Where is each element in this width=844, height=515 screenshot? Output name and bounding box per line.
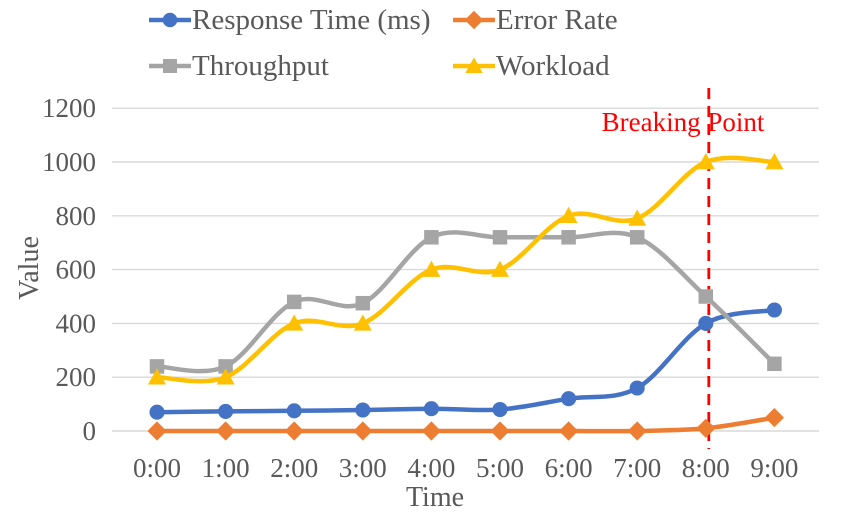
data-point-throughput xyxy=(149,359,165,374)
data-point-workload xyxy=(491,260,509,277)
data-point-error-rate xyxy=(490,421,510,441)
y-tick-label-600: 600 xyxy=(56,255,97,285)
data-point-error-rate xyxy=(216,421,236,441)
x-tick-label-4-00: 4:00 xyxy=(407,453,455,483)
y-tick-label-0: 0 xyxy=(83,416,97,446)
x-tick-label-8-00: 8:00 xyxy=(682,453,730,483)
data-point-response-time-ms xyxy=(492,401,508,418)
line-circle-marker-icon xyxy=(149,12,191,28)
data-point-response-time-ms xyxy=(355,402,371,418)
chart-legend: Response Time (ms) Error Rate Throughput… xyxy=(148,1,618,85)
data-point-throughput xyxy=(767,356,782,372)
data-point-workload xyxy=(148,368,166,385)
legend-item-error-rate[interactable]: Error Rate xyxy=(452,1,618,39)
data-point-throughput xyxy=(561,230,576,245)
y-tick-label-400: 400 xyxy=(56,308,97,338)
x-tick-label-0-00: 0:00 xyxy=(133,453,181,483)
data-point-error-rate xyxy=(764,408,784,428)
data-point-response-time-ms xyxy=(218,403,234,419)
y-axis-title: Value xyxy=(14,236,45,300)
data-point-workload xyxy=(696,153,715,170)
data-point-throughput xyxy=(286,294,302,310)
data-point-response-time-ms xyxy=(149,404,165,420)
diamond-legend-marker xyxy=(464,10,484,30)
circle-legend-marker xyxy=(162,12,178,28)
data-point-error-rate xyxy=(353,421,373,441)
x-tick-label-1-00: 1:00 xyxy=(202,453,250,483)
data-point-workload xyxy=(765,153,784,170)
data-point-workload xyxy=(285,314,304,331)
x-tick-label-2-00: 2:00 xyxy=(270,453,318,483)
data-point-throughput xyxy=(629,230,645,245)
x-tick-label-6-00: 6:00 xyxy=(545,453,593,483)
series-line-error-rate xyxy=(154,415,777,434)
data-point-workload xyxy=(628,209,647,226)
data-point-throughput xyxy=(492,230,508,245)
data-point-response-time-ms xyxy=(423,401,439,417)
x-tick-label-5-00: 5:00 xyxy=(476,453,524,483)
data-point-error-rate xyxy=(559,421,579,441)
data-point-throughput xyxy=(698,289,714,304)
data-point-response-time-ms xyxy=(286,403,302,419)
legend-item-throughput[interactable]: Throughput xyxy=(148,47,452,85)
legend-label-workload: Workload xyxy=(496,49,610,82)
series-line-response-time-ms xyxy=(154,307,777,415)
x-tick-label-9-00: 9:00 xyxy=(750,453,798,483)
data-point-error-rate xyxy=(627,421,647,441)
data-point-error-rate xyxy=(284,421,304,441)
data-point-error-rate xyxy=(421,421,441,441)
data-point-response-time-ms xyxy=(629,380,645,396)
legend-label-error-rate: Error Rate xyxy=(496,3,618,36)
y-tick-label-1200: 1200 xyxy=(42,93,96,123)
series-line-throughput xyxy=(154,230,777,374)
data-point-error-rate xyxy=(147,421,167,441)
data-point-workload xyxy=(422,260,441,277)
y-tick-label-1000: 1000 xyxy=(42,147,96,177)
data-point-workload xyxy=(559,206,578,224)
y-tick-label-800: 800 xyxy=(56,201,97,231)
legend-label-throughput: Throughput xyxy=(192,49,329,82)
legend-label-response-time: Response Time (ms) xyxy=(192,3,431,36)
data-point-response-time-ms xyxy=(698,315,714,331)
line-diamond-marker-icon xyxy=(453,10,495,30)
data-point-workload xyxy=(216,368,235,385)
legend-item-workload[interactable]: Workload xyxy=(452,47,618,85)
data-point-workload xyxy=(353,314,372,331)
x-tick-label-7-00: 7:00 xyxy=(613,453,661,483)
data-point-response-time-ms xyxy=(766,302,782,318)
x-tick-label-3-00: 3:00 xyxy=(339,453,387,483)
line-triangle-marker-icon xyxy=(453,57,495,73)
line-square-marker-icon xyxy=(149,59,191,73)
data-point-throughput xyxy=(218,359,233,374)
triangle-legend-marker xyxy=(465,57,483,73)
data-point-throughput xyxy=(424,230,439,245)
legend-item-response-time[interactable]: Response Time (ms) xyxy=(148,1,452,39)
x-axis-title: Time xyxy=(406,482,464,513)
y-tick-label-200: 200 xyxy=(56,362,97,392)
breaking-point-label: Breaking Point xyxy=(602,107,765,137)
series-line-workload xyxy=(154,155,777,384)
data-point-throughput xyxy=(355,295,371,311)
data-point-error-rate xyxy=(696,418,716,438)
data-point-response-time-ms xyxy=(561,391,577,407)
square-legend-marker xyxy=(163,59,177,73)
